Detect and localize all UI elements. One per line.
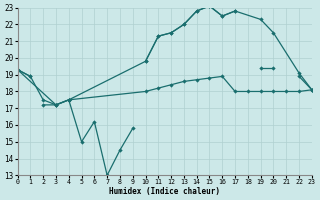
X-axis label: Humidex (Indice chaleur): Humidex (Indice chaleur) xyxy=(109,187,220,196)
